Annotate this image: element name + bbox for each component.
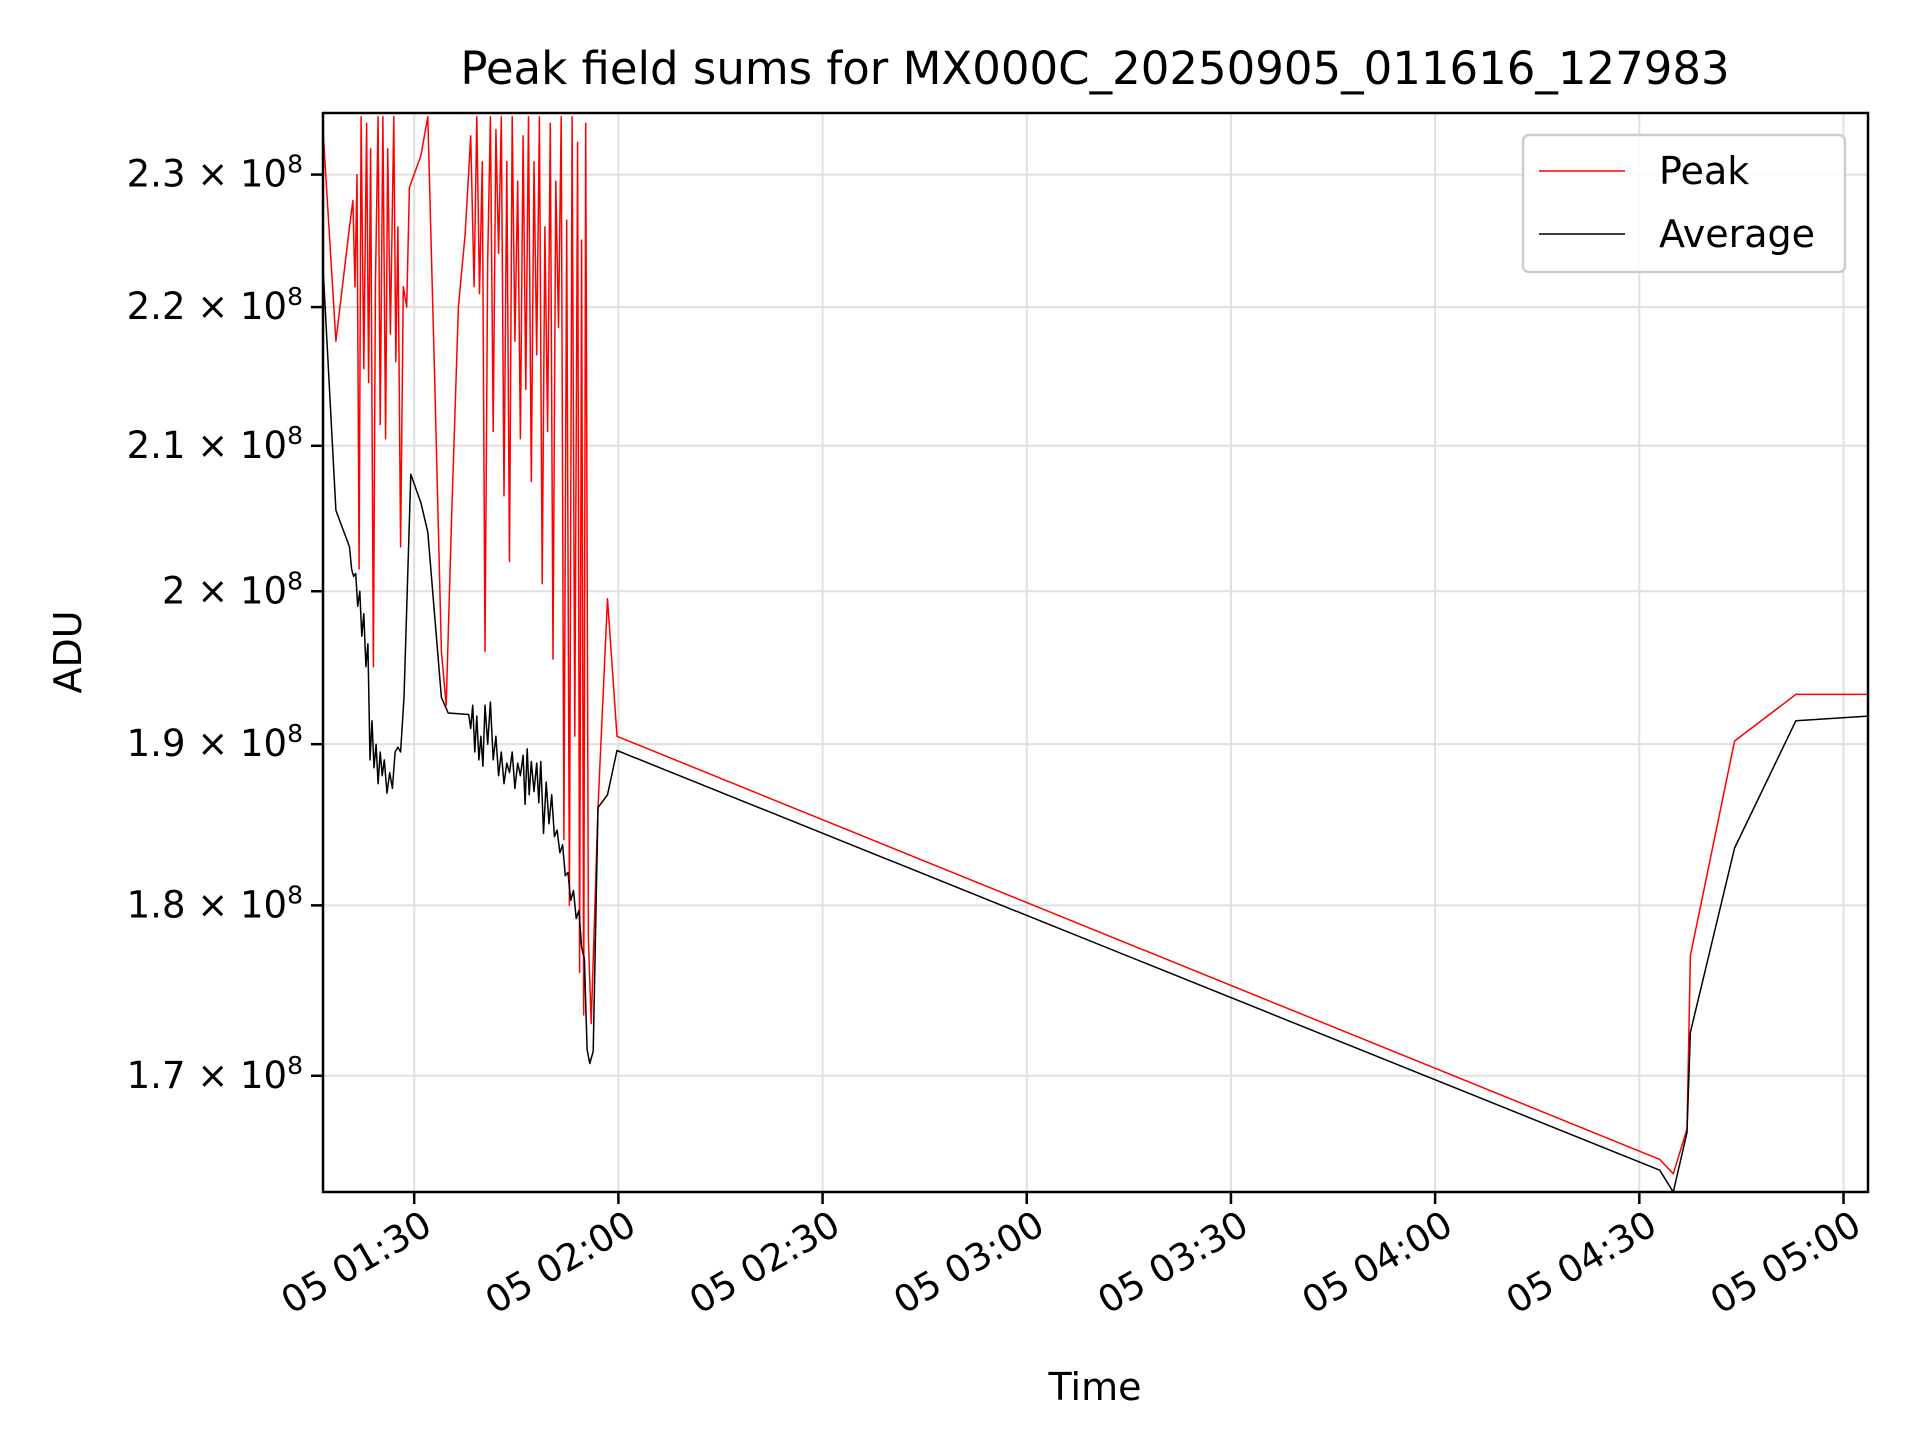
y-tick-mantissa: 1.9 × 10 <box>127 722 287 765</box>
y-tick-exponent: 8 <box>287 282 303 311</box>
y-tick-mantissa: 2.1 × 10 <box>127 424 287 467</box>
y-tick-exponent: 8 <box>287 566 303 595</box>
y-tick-mantissa: 2 × 10 <box>162 569 287 612</box>
y-tick-mantissa: 2.2 × 10 <box>127 285 287 328</box>
y-tick-exponent: 8 <box>287 421 303 450</box>
y-tick-mantissa: 1.8 × 10 <box>127 883 287 926</box>
gridlines <box>323 113 1868 1192</box>
legend: Peak Average <box>1521 133 1847 274</box>
y-tick-exponent: 8 <box>287 1051 303 1080</box>
y-tick-label: 1.7 × 108 <box>127 1051 303 1097</box>
y-tick-mantissa: 1.7 × 10 <box>127 1054 287 1097</box>
y-tick-exponent: 8 <box>287 150 303 179</box>
legend-label-average: Average <box>1659 212 1815 256</box>
y-tick-exponent: 8 <box>287 719 303 748</box>
y-tick-mantissa: 2.3 × 10 <box>127 153 287 196</box>
y-axis-label: ADU <box>46 610 90 693</box>
y-tick-label: 1.9 × 108 <box>127 719 303 765</box>
plot-frame <box>321 111 1870 1194</box>
y-tick-label: 2.3 × 108 <box>127 150 303 196</box>
y-tick-exponent: 8 <box>287 880 303 909</box>
y-tick-label: 2 × 108 <box>162 566 303 612</box>
legend-box <box>1521 133 1847 274</box>
legend-label-peak: Peak <box>1659 149 1749 193</box>
y-tick-label: 1.8 × 108 <box>127 880 303 926</box>
series-line-peak <box>323 116 1868 1175</box>
y-tick-label: 2.1 × 108 <box>127 421 303 467</box>
y-tick-label: 2.2 × 108 <box>127 282 303 328</box>
chart-title: Peak field sums for MX000C_20250905_0116… <box>460 42 1729 95</box>
x-axis-label: Time <box>1048 1365 1142 1409</box>
series-line-average <box>323 266 1868 1192</box>
series-lines <box>323 116 1868 1192</box>
